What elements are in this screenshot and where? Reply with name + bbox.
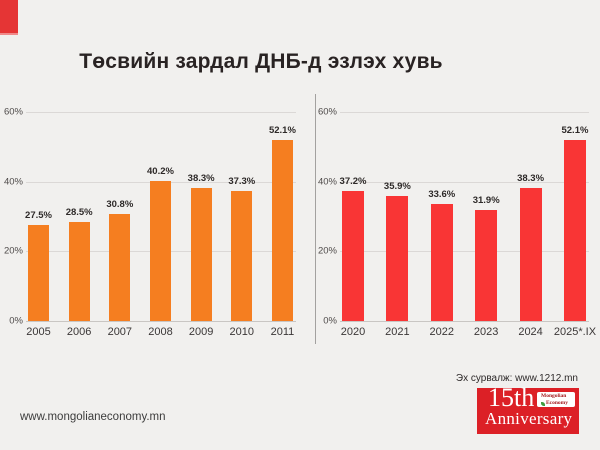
- bar-column: 27.5% 2005: [25, 112, 52, 338]
- logo-15th-text: 15th: [488, 383, 535, 412]
- bar-column: 37.3% 2010: [228, 112, 256, 338]
- bar: [430, 203, 453, 321]
- gridline: [26, 112, 296, 113]
- bar-column: 38.3% 2009: [187, 112, 215, 338]
- bar-column: 31.9% 2023: [472, 112, 500, 338]
- bar-value-label: 31.9%: [472, 194, 500, 206]
- bar-chart-2020-2025: 0% 20% 40% 60% 37.2% 2020 35.9% 2021 33.6% 2022 31…: [318, 107, 596, 339]
- bar: [190, 187, 212, 321]
- bar: [231, 191, 253, 321]
- bar-column: 35.9% 2021: [383, 112, 411, 338]
- x-axis-category-label: 2008: [148, 326, 173, 338]
- x-axis-category-label: 2009: [188, 326, 214, 338]
- x-axis-category-label: 2005: [26, 326, 51, 338]
- x-axis-category-label: 2007: [107, 326, 133, 338]
- bar-value-label: 37.3%: [228, 176, 256, 188]
- x-axis-category-label: 2021: [385, 326, 410, 338]
- anniversary-logo: 15th Anniversary Mongolian Economy: [477, 383, 579, 434]
- bar: [475, 209, 498, 321]
- bar: [342, 191, 364, 321]
- y-axis-tick-label: 60%: [3, 106, 23, 118]
- badge-mongolian-text: Mongolian: [541, 393, 567, 399]
- x-axis-category-label: 2006: [66, 326, 92, 338]
- bar-value-label: 52.1%: [561, 124, 589, 136]
- x-axis-category-label: 2024: [518, 326, 543, 338]
- y-axis-tick-label: 60%: [317, 106, 337, 118]
- mongolian-economy-badge: Mongolian Economy: [537, 392, 575, 407]
- logo-anniversary-text: Anniversary: [485, 409, 573, 428]
- bar-value-label: 37.2%: [339, 176, 367, 188]
- badge-economy-text: Economy: [546, 400, 568, 406]
- y-axis-tick-label: 20%: [3, 245, 23, 257]
- page-title: Төсвийн зардал ДНБ-д эзлэх хувь: [79, 50, 443, 74]
- bar-value-label: 38.3%: [187, 172, 215, 184]
- bar-value-label: 27.5%: [25, 210, 52, 222]
- bar-value-label: 33.6%: [428, 188, 456, 200]
- source-text: Эх сурвалж: www.1212.mn: [455, 373, 578, 384]
- y-axis-tick-label: 40%: [3, 176, 23, 188]
- bar-value-label: 35.9%: [383, 180, 411, 192]
- bar: [519, 187, 542, 321]
- bar-column: 52.1% 2011: [268, 112, 296, 338]
- y-axis-tick-label: 0%: [323, 315, 337, 327]
- x-axis-category-label: 2010: [229, 326, 255, 338]
- bar-value-label: 52.1%: [268, 124, 296, 136]
- gridline: [26, 321, 296, 322]
- bar: [149, 180, 171, 321]
- bar-column: 37.2% 2020: [339, 112, 367, 338]
- x-axis-category-label: 2020: [340, 326, 366, 338]
- gridline: [340, 321, 589, 322]
- bar: [109, 213, 131, 321]
- bar: [271, 139, 293, 321]
- bar: [68, 221, 90, 321]
- gridline: [340, 251, 589, 253]
- x-axis-category-label: 2023: [473, 326, 499, 338]
- bar-value-label: 28.5%: [65, 206, 93, 218]
- bar: [386, 195, 409, 321]
- x-axis-category-label: 2022: [429, 326, 455, 338]
- gridline: [340, 181, 589, 183]
- bar-column: 33.6% 2022: [428, 112, 456, 338]
- bar-column: 30.8% 2007: [106, 112, 134, 338]
- bar-column: 28.5% 2006: [65, 112, 93, 338]
- bar-value-label: 30.8%: [106, 198, 134, 210]
- x-axis-category-label: 2025*.IX: [553, 326, 597, 338]
- bar-column: 40.2% 2008: [147, 112, 174, 338]
- bar-value-label: 38.3%: [517, 172, 545, 184]
- bar-column: 38.3% 2024: [517, 112, 545, 338]
- website-text: www.mongolianeconomy.mn: [20, 411, 166, 423]
- y-axis-tick-label: 20%: [317, 245, 337, 257]
- bar-column: 52.1% 2025*.IX: [554, 112, 596, 338]
- bar-value-label: 40.2%: [147, 165, 174, 177]
- bar: [563, 139, 586, 321]
- y-axis-tick-label: 40%: [317, 176, 337, 188]
- leaf-icon: [541, 401, 545, 406]
- bar-chart-2005-2011: 0% 20% 40% 60% 27.5% 2005 28.5% 2006 30.8% 2007 40…: [4, 107, 296, 338]
- bar: [28, 225, 49, 321]
- period-divider: [315, 94, 316, 344]
- y-axis-tick-label: 0%: [9, 315, 23, 327]
- x-axis-category-label: 2011: [270, 326, 295, 338]
- corner-accent-square: [0, 0, 18, 35]
- gridline: [340, 112, 589, 113]
